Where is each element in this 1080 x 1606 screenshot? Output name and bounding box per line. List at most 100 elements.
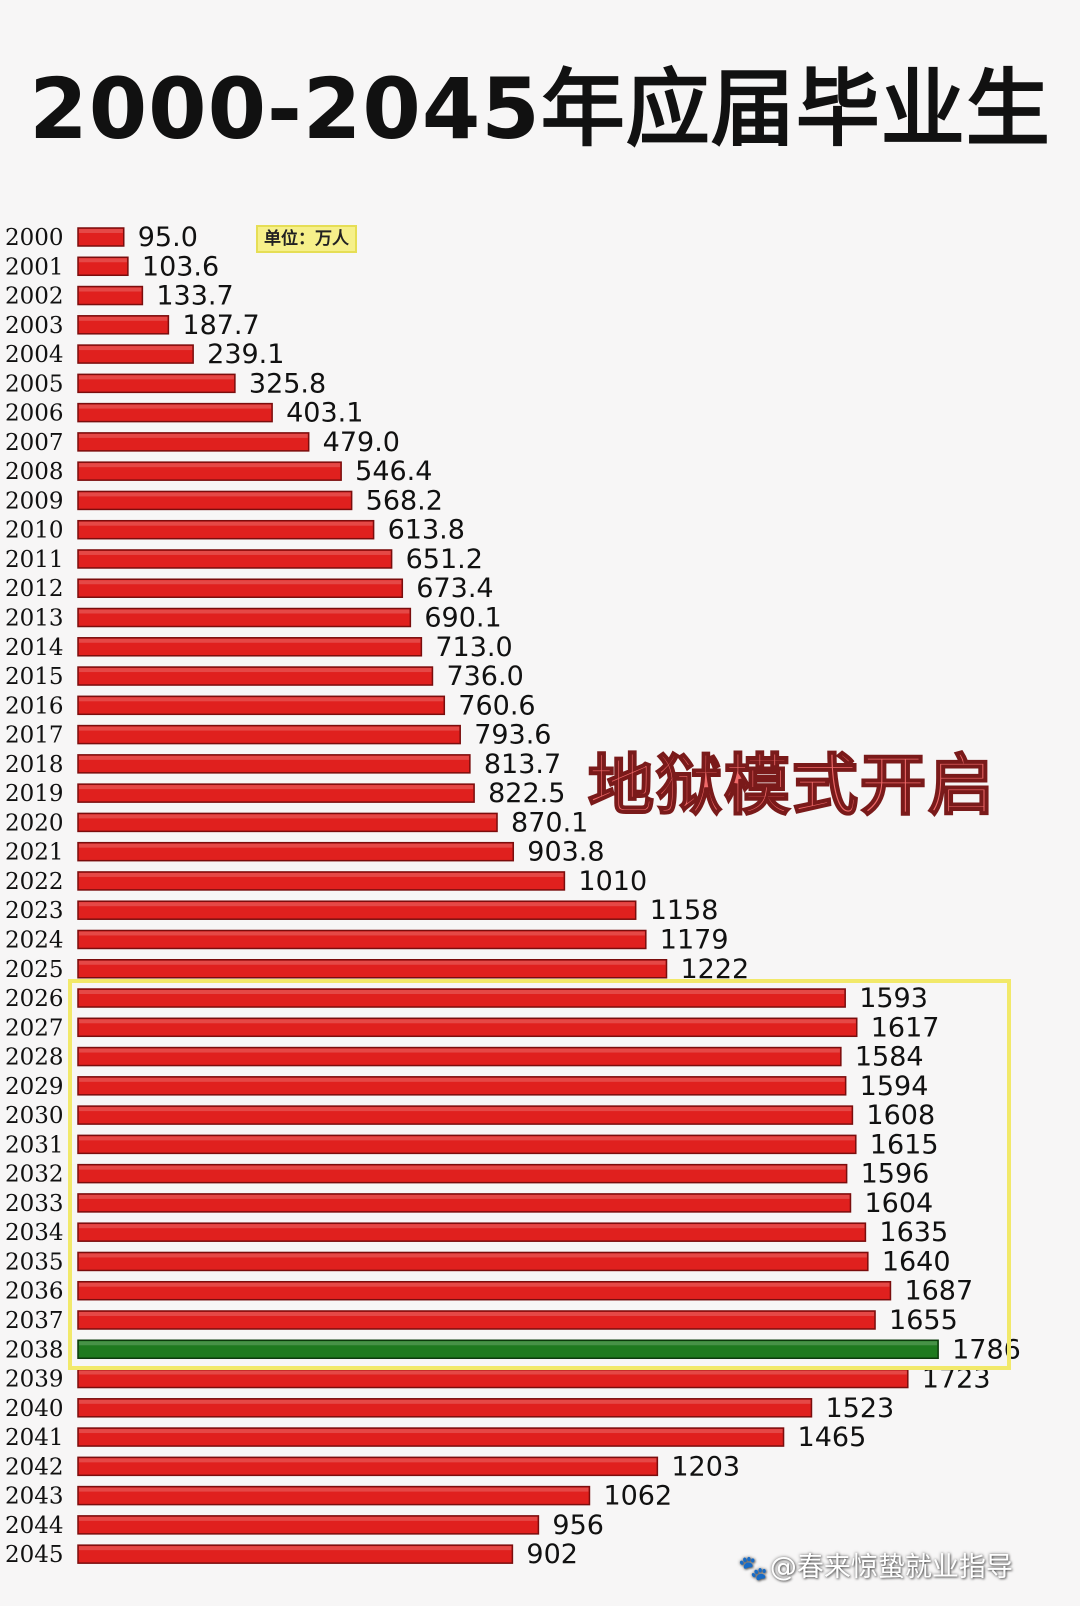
bar-2035 <box>77 1251 869 1272</box>
bar-2024 <box>77 929 647 950</box>
bar-shine-2023 <box>79 902 635 907</box>
bar-2002 <box>77 285 144 306</box>
year-label-2012: 2012 <box>5 576 64 602</box>
value-label-2045: 902 <box>526 1539 578 1570</box>
value-label-2022: 1010 <box>578 866 647 897</box>
bar-2014 <box>77 637 423 657</box>
year-label-2025: 2025 <box>5 957 64 983</box>
year-label-2038: 2038 <box>5 1337 64 1363</box>
year-label-2014: 2014 <box>5 635 64 661</box>
value-label-2012: 673.4 <box>416 573 493 604</box>
page-title: 2000-2045年应届毕业生 <box>29 60 1051 158</box>
bar-shine-2004 <box>79 346 193 351</box>
value-label-2004: 239.1 <box>207 339 284 370</box>
year-label-2043: 2043 <box>5 1484 64 1510</box>
unit-badge: 单位：万人 <box>256 225 357 253</box>
bar-2009 <box>77 490 353 511</box>
bar-2010 <box>77 519 375 540</box>
bar-shine-2000 <box>79 229 123 233</box>
year-label-2035: 2035 <box>5 1249 64 1275</box>
bar-2003 <box>77 315 170 335</box>
year-label-2031: 2031 <box>5 1132 64 1158</box>
year-label-2020: 2020 <box>5 810 64 836</box>
value-label-2026: 1593 <box>859 983 928 1014</box>
year-label-2019: 2019 <box>5 781 64 807</box>
bar-shine-2008 <box>79 463 341 468</box>
bar-2023 <box>77 900 637 920</box>
value-label-2019: 822.5 <box>488 778 565 809</box>
year-label-2034: 2034 <box>5 1220 64 1246</box>
bar-2033 <box>77 1193 852 1213</box>
bar-2007 <box>77 432 310 452</box>
value-label-2040: 1523 <box>825 1393 894 1424</box>
bar-2041 <box>77 1427 785 1447</box>
bar-2026 <box>77 988 846 1008</box>
year-label-2026: 2026 <box>5 986 64 1012</box>
year-label-2045: 2045 <box>5 1542 64 1568</box>
bar-shine-2021 <box>79 843 513 848</box>
year-label-2013: 2013 <box>5 606 64 632</box>
value-label-2018: 813.7 <box>484 749 561 780</box>
bar-shine-2013 <box>79 609 410 614</box>
year-label-2003: 2003 <box>5 313 64 339</box>
bar-shine-2042 <box>79 1458 657 1463</box>
bar-shine-2003 <box>79 316 168 321</box>
value-label-2008: 546.4 <box>355 456 432 487</box>
value-label-2009: 568.2 <box>366 485 443 516</box>
bar-shine-2036 <box>79 1282 890 1287</box>
bar-shine-2028 <box>79 1048 840 1053</box>
bar-shine-2024 <box>79 931 645 936</box>
year-label-2006: 2006 <box>5 401 64 427</box>
value-label-2017: 793.6 <box>474 720 551 751</box>
year-label-2017: 2017 <box>5 723 64 749</box>
year-label-2010: 2010 <box>5 518 64 544</box>
bar-2017 <box>77 724 461 745</box>
year-label-2023: 2023 <box>5 898 64 924</box>
bar-2013 <box>77 607 412 628</box>
year-label-2029: 2029 <box>5 1074 64 1100</box>
year-label-2002: 2002 <box>5 284 64 310</box>
year-label-2022: 2022 <box>5 869 64 895</box>
value-label-2034: 1635 <box>879 1217 948 1248</box>
value-label-2006: 403.1 <box>286 398 363 429</box>
bar-2025 <box>77 959 668 979</box>
value-label-2029: 1594 <box>860 1071 929 1102</box>
bar-2044 <box>77 1515 540 1535</box>
bar-2019 <box>77 783 475 803</box>
bar-shine-2001 <box>79 258 127 263</box>
year-label-2037: 2037 <box>5 1308 64 1334</box>
year-label-2015: 2015 <box>5 664 64 690</box>
bar-2043 <box>77 1485 591 1506</box>
bar-2000 <box>77 227 125 247</box>
bar-shine-2045 <box>79 1546 512 1551</box>
bar-2042 <box>77 1456 659 1477</box>
bar-2036 <box>77 1280 892 1301</box>
bar-2040 <box>77 1398 813 1418</box>
bar-2001 <box>77 256 129 277</box>
bar-shine-2026 <box>79 990 845 995</box>
value-label-2021: 903.8 <box>527 837 604 868</box>
value-label-2028: 1584 <box>855 1042 924 1073</box>
value-label-2014: 713.0 <box>435 632 512 663</box>
value-label-2042: 1203 <box>671 1451 740 1482</box>
value-label-2003: 187.7 <box>182 310 259 341</box>
bar-shine-2020 <box>79 814 497 819</box>
value-label-2044: 956 <box>552 1510 604 1541</box>
bar-2015 <box>77 666 434 686</box>
value-label-2020: 870.1 <box>511 807 588 838</box>
hell-mode-annotation: 地狱模式开启 <box>587 746 996 825</box>
value-label-2013: 690.1 <box>424 603 501 634</box>
value-label-2036: 1687 <box>904 1276 973 1307</box>
bar-2029 <box>77 1076 847 1096</box>
bar-shine-2002 <box>79 287 142 292</box>
bar-shine-2005 <box>79 375 234 380</box>
year-label-2040: 2040 <box>5 1396 64 1422</box>
value-label-2001: 103.6 <box>142 251 219 282</box>
bar-2006 <box>77 402 273 423</box>
bar-shine-2016 <box>79 697 444 702</box>
value-label-2027: 1617 <box>871 1012 940 1043</box>
bar-shine-2027 <box>79 1019 856 1024</box>
bar-shine-2044 <box>79 1516 538 1521</box>
year-label-2032: 2032 <box>5 1162 64 1188</box>
